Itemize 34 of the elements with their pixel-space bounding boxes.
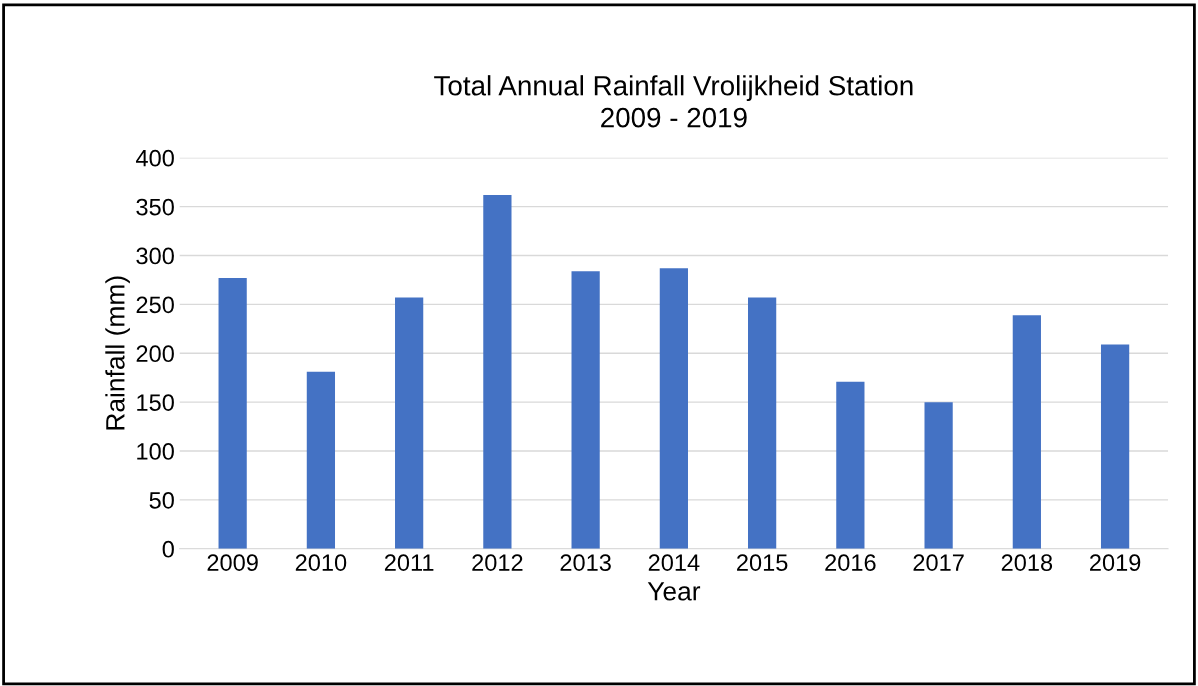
chart-title: Total Annual Rainfall Vrolijkheid Station 2009 - 2019 (434, 75, 913, 128)
bar (1012, 315, 1041, 549)
y-axis-title: Rainfall (mm) (105, 276, 130, 430)
y-tick-label: 0 (162, 540, 174, 558)
bar (571, 271, 600, 549)
x-tick-label: 2011 (384, 554, 434, 571)
y-tick-label: 350 (136, 198, 174, 216)
x-tick-label: 2017 (913, 554, 964, 571)
y-tick-label: 250 (136, 296, 174, 314)
x-tick-label: 2013 (560, 554, 611, 571)
bar (483, 194, 512, 549)
x-tick-label: 2009 (207, 554, 258, 571)
x-tick-label: 2012 (472, 554, 523, 571)
y-tick-label: 50 (149, 491, 174, 509)
bar (306, 371, 336, 549)
y-tick-label: 200 (136, 345, 174, 363)
bar (659, 268, 688, 549)
bar (748, 297, 777, 549)
y-tick-label: 400 (135, 149, 174, 167)
bar (395, 297, 424, 549)
y-tick-label: 300 (136, 247, 174, 265)
x-axis-title: Year (647, 582, 701, 601)
bar (218, 278, 247, 549)
bar (1100, 344, 1130, 549)
x-tick-label: 2010 (295, 554, 347, 571)
x-tick-label: 2018 (1001, 554, 1053, 571)
y-tick-label: 100 (137, 443, 174, 460)
x-tick-label: 2016 (825, 554, 876, 571)
x-tick-label: 2019 (1090, 554, 1141, 571)
bar (924, 402, 953, 549)
y-tick-label: 150 (137, 394, 174, 411)
x-tick-label: 2015 (737, 554, 788, 571)
x-tick-label: 2014 (648, 554, 700, 571)
bar (836, 381, 865, 549)
